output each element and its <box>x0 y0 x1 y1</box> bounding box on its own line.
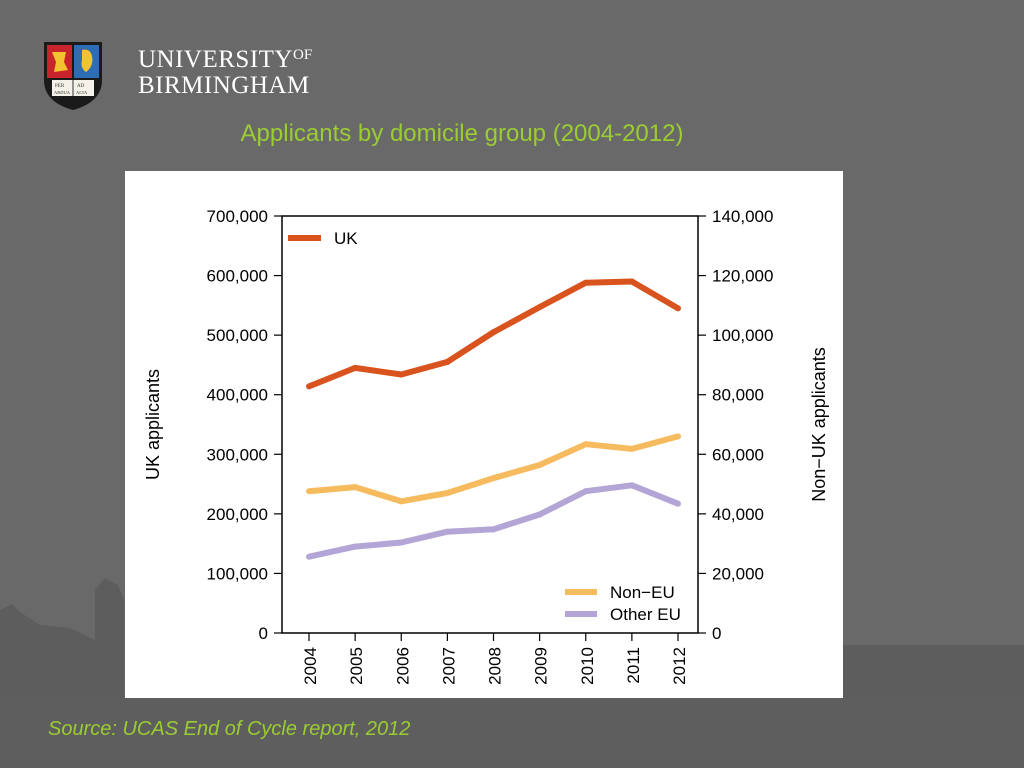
data-point <box>306 383 312 390</box>
data-point <box>628 482 635 489</box>
x-tick-label: 2011 <box>624 647 643 684</box>
data-point <box>490 475 497 482</box>
y-right-tick-label: 140,000 <box>712 207 773 226</box>
data-point <box>536 511 543 518</box>
svg-text:AD: AD <box>77 84 85 89</box>
university-crest: PER AD ARDUA ALTA <box>44 42 102 110</box>
y-left-tick-label: 600,000 <box>207 267 268 286</box>
series-line-other-eu <box>308 482 680 560</box>
y-right-tick-label: 120,000 <box>712 267 773 286</box>
legend-label-non-eu: Non−EU <box>610 583 675 602</box>
source-note: Source: UCAS End of Cycle report, 2012 <box>48 718 411 740</box>
data-point <box>536 304 543 311</box>
x-tick-label: 2004 <box>301 647 320 685</box>
x-tick-label: 2007 <box>439 647 458 685</box>
y-left-tick-label: 200,000 <box>207 505 268 524</box>
y-left-tick-label: 0 <box>259 624 268 643</box>
y-left-tick-label: 500,000 <box>207 326 268 345</box>
y-right-tick-label: 20,000 <box>712 564 764 583</box>
data-point <box>352 484 359 491</box>
legend-label-other-eu: Other EU <box>610 605 681 624</box>
data-point <box>352 543 359 550</box>
data-point <box>582 488 589 495</box>
data-point <box>398 371 405 378</box>
mermaid-icon <box>81 49 93 72</box>
university-line1: UNIVERSITY <box>138 46 293 73</box>
data-point <box>675 433 681 440</box>
data-point <box>444 358 451 365</box>
data-point <box>306 488 312 495</box>
data-point <box>444 490 451 497</box>
data-point <box>398 539 405 546</box>
data-point <box>490 329 497 336</box>
series-line-non-eu <box>308 433 679 505</box>
y-right-tick-label: 80,000 <box>712 386 764 405</box>
y-right-tick-label: 100,000 <box>712 326 773 345</box>
svg-text:ARDUA: ARDUA <box>54 90 71 95</box>
x-tick-label: 2010 <box>578 647 597 685</box>
x-tick-label: 2008 <box>486 647 505 685</box>
x-tick-label: 2012 <box>670 647 689 685</box>
data-point <box>675 500 681 507</box>
x-tick-label: 2005 <box>347 647 366 685</box>
y-left-tick-label: 100,000 <box>207 564 268 583</box>
data-point <box>582 441 589 448</box>
data-point <box>306 553 312 560</box>
data-point <box>444 528 451 535</box>
data-point <box>490 526 497 533</box>
y-right-tick-label: 40,000 <box>712 505 764 524</box>
y-right-axis-title: Non−UK applicants <box>809 347 829 502</box>
y-left-tick-label: 700,000 <box>207 207 268 226</box>
y-right-tick-label: 0 <box>712 624 721 643</box>
data-point <box>582 279 589 286</box>
university-of: OF <box>293 47 313 63</box>
data-point <box>675 305 681 312</box>
plot-frame <box>281 215 699 634</box>
slide-title: Applicants by domicile group (2004-2012) <box>240 120 684 147</box>
data-point <box>628 445 635 452</box>
x-tick-label: 2006 <box>393 647 412 685</box>
data-point <box>536 462 543 469</box>
y-left-axis-title: UK applicants <box>143 369 163 480</box>
data-point <box>352 364 359 371</box>
lion-icon <box>52 52 68 72</box>
university-wordmark: UNIVERSITYOF BIRMINGHAM <box>138 42 312 99</box>
legend-label-uk: UK <box>334 229 358 248</box>
data-point <box>398 498 405 505</box>
university-line2: BIRMINGHAM <box>138 72 310 99</box>
line-chart: 0 100,000 200,000 300,000 400,000 500,000 600,… <box>143 207 829 685</box>
data-point <box>628 278 635 285</box>
chart-panel: 0 100,000 200,000 300,000 400,000 500,000 600,… <box>125 171 843 698</box>
y-left-tick-label: 300,000 <box>207 445 268 464</box>
y-left-tick-label: 400,000 <box>207 386 268 405</box>
svg-text:PER: PER <box>55 84 65 89</box>
svg-text:ALTA: ALTA <box>76 90 88 95</box>
x-tick-label: 2009 <box>532 647 551 685</box>
y-right-tick-label: 60,000 <box>712 445 764 464</box>
